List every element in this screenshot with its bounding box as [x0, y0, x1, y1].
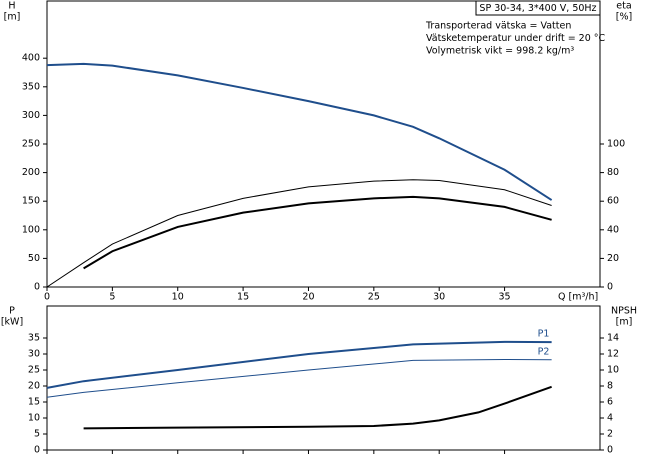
y2-tick-label: 8: [607, 381, 613, 392]
note: Vätsketemperatur under drift = 20 °C: [426, 33, 606, 44]
y-tick-label: 5: [34, 429, 40, 440]
y2-tick-label: 2: [607, 429, 613, 440]
y-tick-label: 20: [28, 381, 40, 392]
y2-tick-label: 100: [607, 139, 625, 150]
y-tick-label: 25: [28, 365, 40, 376]
curve: [46, 358, 552, 398]
x-tick-label: 0: [44, 292, 50, 303]
curve: [46, 340, 552, 389]
y-tick-label: 100: [22, 224, 40, 235]
y2-tick-label: 10: [607, 365, 619, 376]
y-tick-label: 35: [28, 333, 40, 344]
curve: [46, 62, 553, 201]
info-box-text: SP 30-34, 3*400 V, 50Hz: [479, 3, 596, 14]
y2-tick-label: 0: [607, 282, 613, 293]
curve: [83, 385, 552, 430]
y-tick-label: 50: [28, 253, 40, 264]
y2-tick-label: 4: [607, 413, 613, 424]
y-tick-label: 300: [22, 110, 40, 121]
y-tick-label: 15: [28, 397, 40, 408]
y-tick-label: 400: [22, 53, 40, 64]
y-tick-label: 10: [28, 413, 40, 424]
y-tick-label: 0: [34, 445, 40, 456]
y2-tick-label: 14: [607, 333, 619, 344]
y-axis-unit: [m]: [4, 12, 21, 23]
y2-tick-label: 80: [607, 167, 619, 178]
y2-tick-label: 40: [607, 224, 619, 235]
info-box: [475, 0, 601, 16]
x-tick-label: 5: [109, 292, 115, 303]
y2-tick-label: 12: [607, 349, 619, 360]
x-tick-label: 35: [499, 292, 511, 303]
y-axis-unit: [kW]: [1, 317, 23, 328]
note: Transporterad vätska = Vatten: [425, 21, 571, 32]
note: Volymetrisk vikt = 998.2 kg/m³: [426, 46, 574, 57]
x-tick-label: 20: [302, 292, 314, 303]
y2-tick-label: 20: [607, 253, 619, 264]
plot-frame: [46, 305, 601, 451]
y2-tick-label: 6: [607, 397, 613, 408]
y-tick-label: 150: [22, 196, 40, 207]
curve-label: P1: [538, 329, 550, 340]
x-tick-label: 30: [433, 292, 445, 303]
x-axis-label: Q [m³/h]: [558, 292, 598, 303]
y2-axis-unit: [m]: [616, 317, 633, 328]
x-tick-label: 15: [237, 292, 249, 303]
curve-label: P2: [538, 346, 550, 357]
y-tick-label: 250: [22, 139, 40, 150]
y-axis-label: H: [8, 1, 15, 12]
x-tick-label: 10: [172, 292, 184, 303]
y2-tick-label: 60: [607, 196, 619, 207]
y2-axis-label: eta: [616, 1, 631, 12]
y2-axis-unit: [%]: [616, 12, 632, 23]
y2-axis-label: NPSH: [611, 306, 637, 317]
y-tick-label: 0: [34, 282, 40, 293]
curve: [46, 179, 552, 288]
y-tick-label: 200: [22, 167, 40, 178]
y2-tick-label: 0: [607, 445, 613, 456]
y-axis-label: P: [9, 306, 15, 317]
y-tick-label: 30: [28, 349, 40, 360]
y-tick-label: 350: [22, 81, 40, 92]
x-tick-label: 25: [368, 292, 380, 303]
curve: [83, 195, 552, 270]
